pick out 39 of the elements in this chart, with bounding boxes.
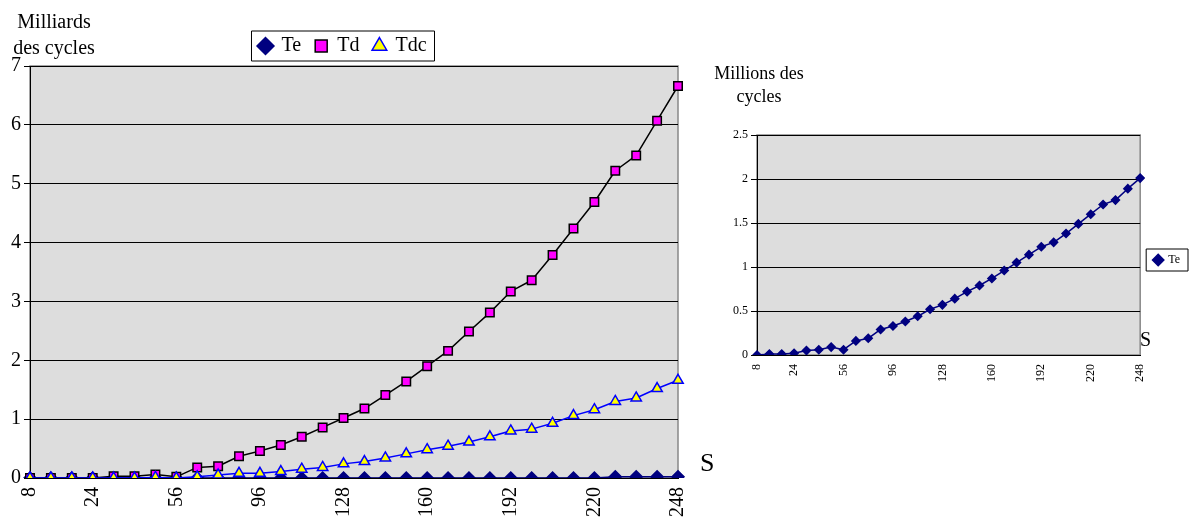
x-tick-label: 24 xyxy=(79,487,102,507)
x-tick-label: 248 xyxy=(1132,364,1147,382)
x-tick-label: 96 xyxy=(247,487,270,507)
x-tick-label: 192 xyxy=(498,487,521,517)
x-tick-label: 160 xyxy=(414,487,437,517)
legend-label: Td xyxy=(337,33,360,56)
x-tick-label: 56 xyxy=(163,487,186,507)
x-tick-label: 248 xyxy=(665,487,688,517)
y-tick-label: 2 xyxy=(11,347,21,370)
y-tick-label: 1.5 xyxy=(733,215,748,230)
x-tick-label: 220 xyxy=(581,487,604,517)
x-tick-label: 8 xyxy=(17,487,40,497)
legend-label: Te xyxy=(1168,252,1181,267)
y-tick-label: 0.5 xyxy=(733,303,748,318)
x-tick-label: 128 xyxy=(330,487,353,517)
y-tick-label: 3 xyxy=(11,288,21,311)
y-tick-label: 0 xyxy=(742,347,748,362)
y-tick-label: 2 xyxy=(742,171,748,186)
x-tick-label: 8 xyxy=(749,364,764,370)
y-axis-title: Millions des cycles xyxy=(713,62,805,109)
x-tick-label: 96 xyxy=(885,364,900,376)
y-tick-label: 1 xyxy=(742,259,748,274)
y-tick-label: 4 xyxy=(11,229,21,252)
x-axis-title: S xyxy=(1140,328,1152,351)
legend-label: Tdc xyxy=(395,33,427,56)
y-tick-label: 1 xyxy=(11,406,21,429)
y-tick-label: 6 xyxy=(11,112,21,135)
x-tick-label: 192 xyxy=(1033,364,1048,382)
x-tick-label: 220 xyxy=(1082,364,1097,382)
y-tick-label: 2.5 xyxy=(733,127,748,142)
x-axis-title: S xyxy=(700,448,715,478)
x-tick-label: 56 xyxy=(835,364,850,376)
legend-label: Te xyxy=(281,33,302,56)
x-tick-label: 160 xyxy=(984,364,999,382)
y-tick-label: 0 xyxy=(11,465,21,488)
x-tick-label: 128 xyxy=(934,364,949,382)
y-tick-label: 7 xyxy=(11,53,21,76)
x-tick-label: 24 xyxy=(786,364,801,376)
y-tick-label: 5 xyxy=(11,170,21,193)
